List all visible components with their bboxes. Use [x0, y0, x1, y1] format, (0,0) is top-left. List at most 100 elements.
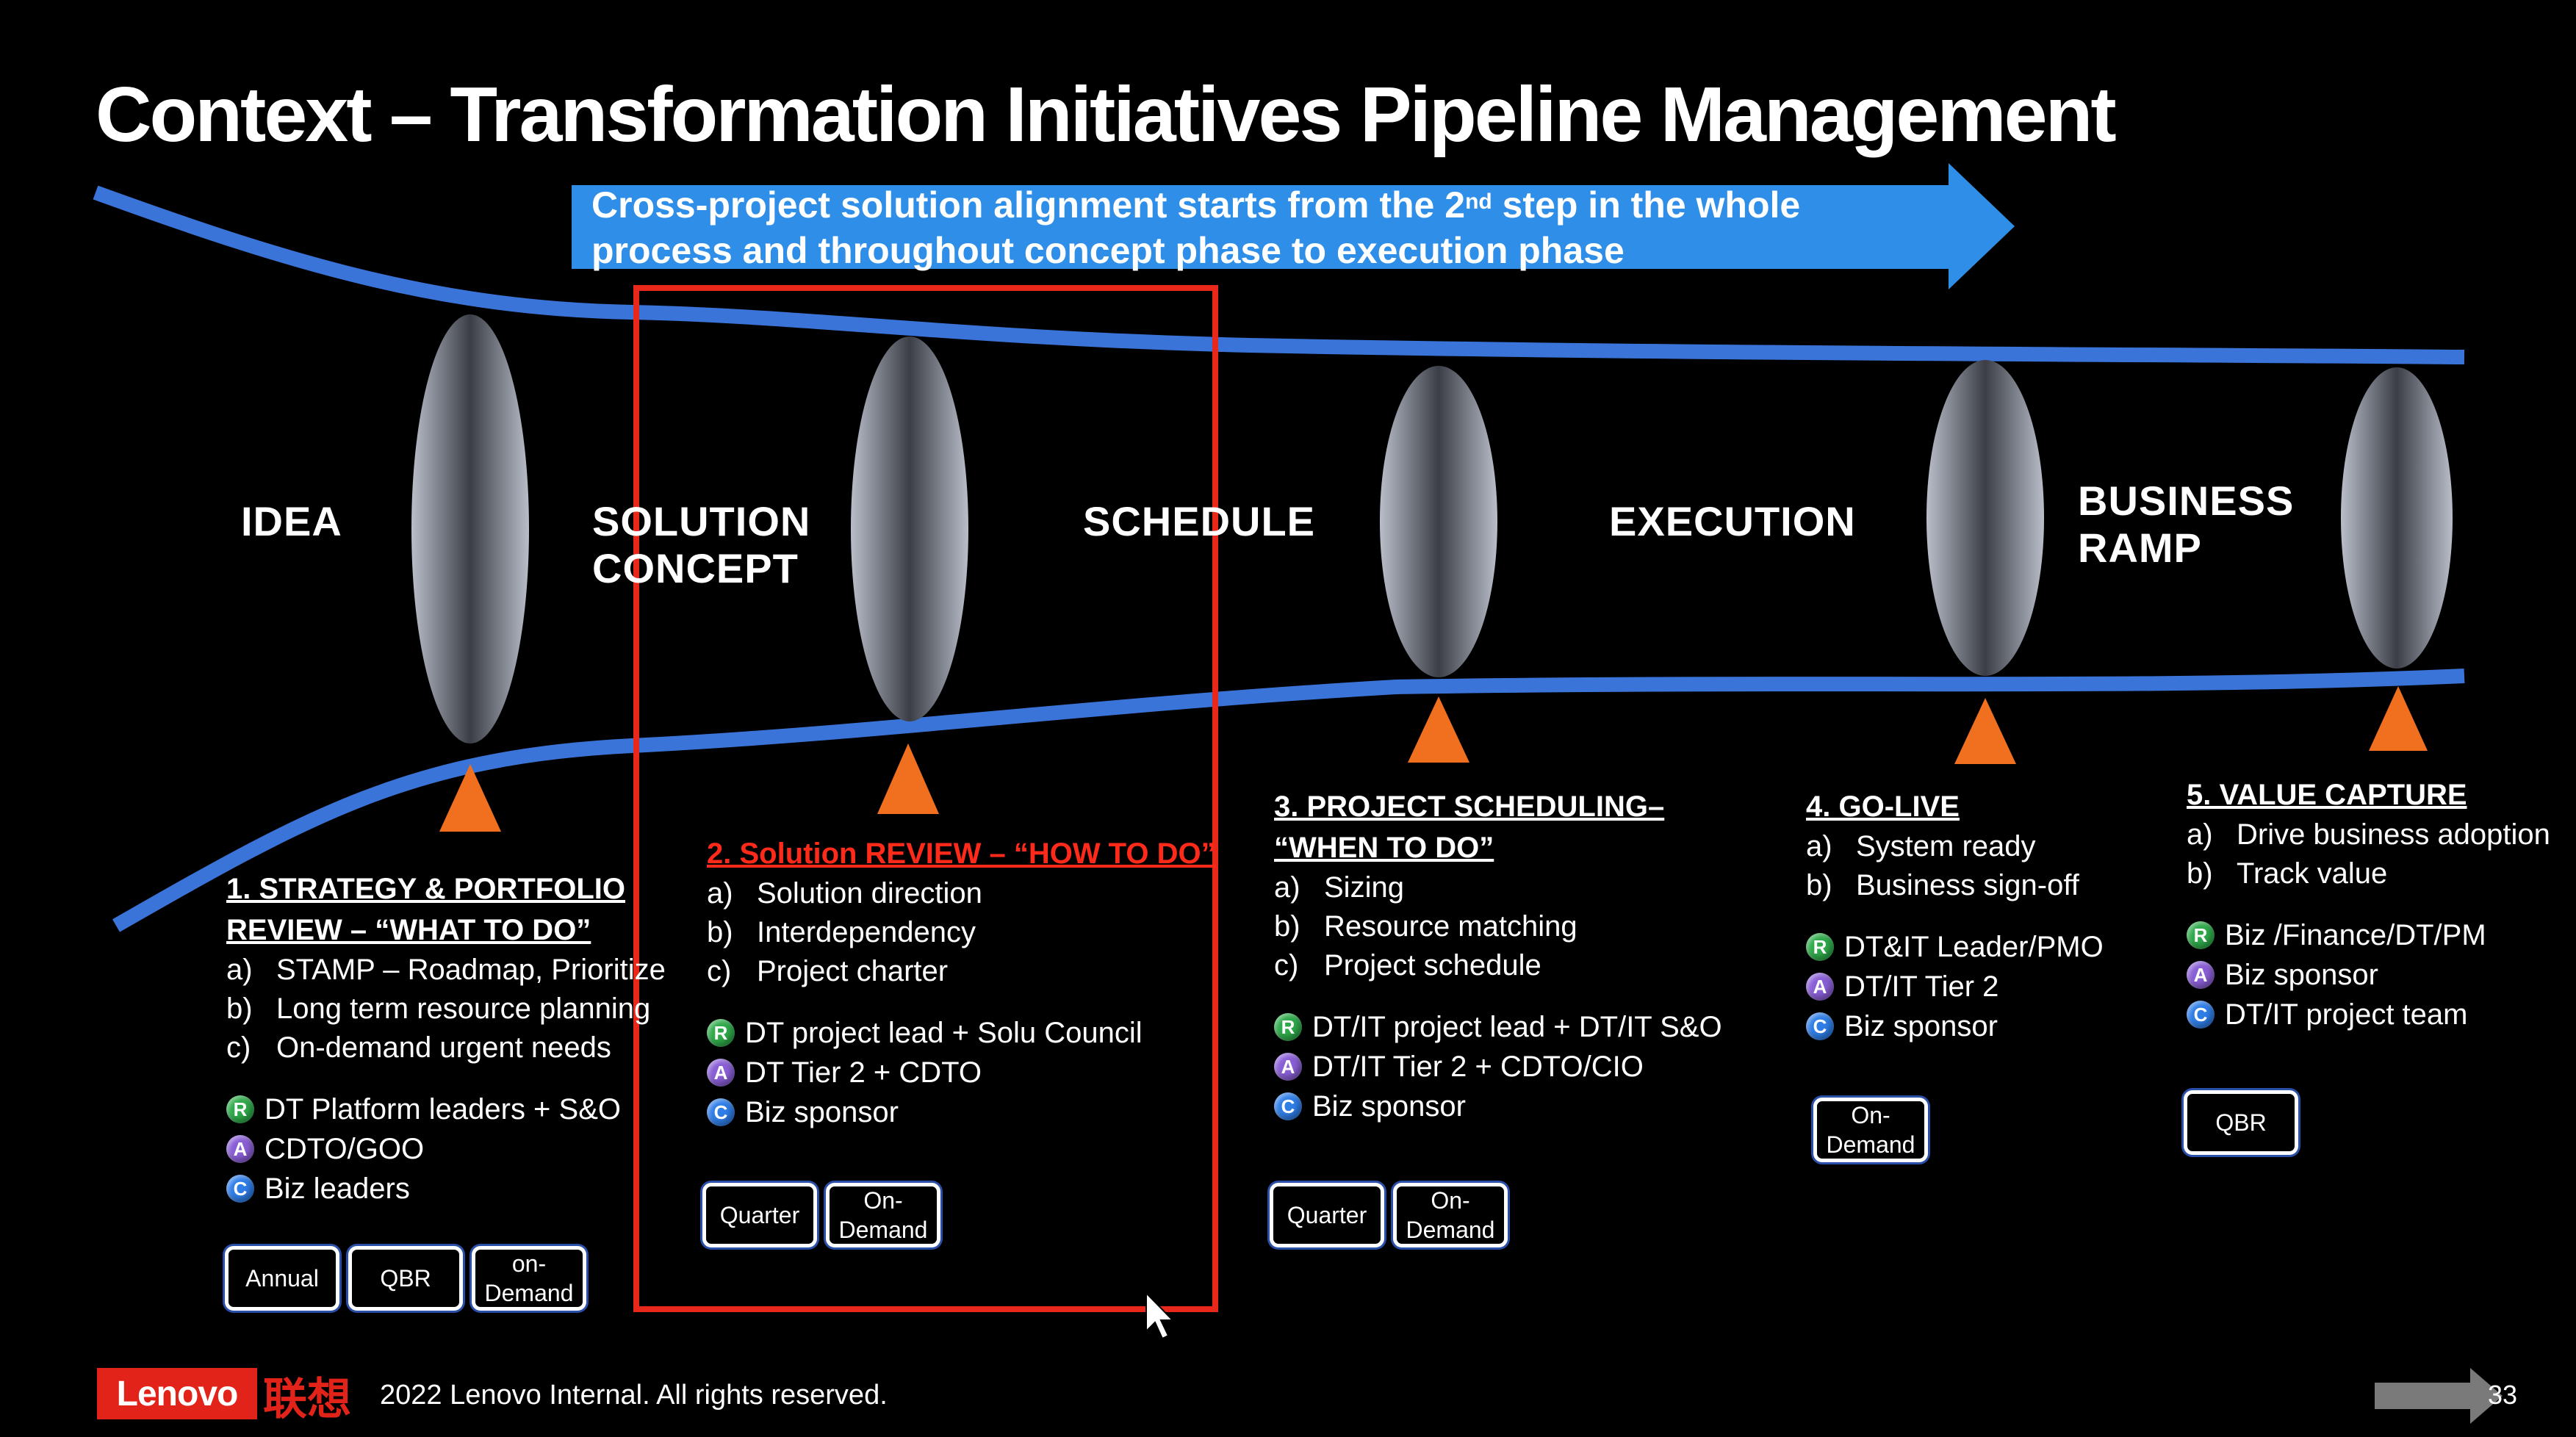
- gate-triangle-3: [1408, 696, 1469, 763]
- stage-4-item-b: b) Business sign-off: [1806, 869, 2079, 901]
- stage-3-on-demand-button[interactable]: On- Demand: [1393, 1183, 1508, 1247]
- pipeline-upper-line: [93, 185, 2465, 364]
- gate-lens-1: [411, 314, 529, 743]
- accountable-badge-icon: A: [226, 1135, 254, 1163]
- phase-business-ramp: BUSINESS RAMP: [2078, 478, 2294, 572]
- stage-1-on-demand-button[interactable]: on- Demand: [472, 1246, 586, 1311]
- stage-2-accountable: A DT Tier 2 + CDTO: [707, 1053, 1216, 1092]
- page-number: 33: [2488, 1380, 2518, 1410]
- phase-business-line1: BUSINESS: [2078, 478, 2295, 524]
- stage-5-responsible: R Biz /Finance/DT/PM: [2187, 915, 2550, 955]
- stage-5-accountable: A Biz sponsor: [2187, 955, 2550, 995]
- gate-lens-5: [2341, 367, 2453, 669]
- stage-1-accountable: A CDTO/GOO: [226, 1129, 666, 1169]
- gate-triangle-4: [1954, 698, 2016, 764]
- banner-line1-after: step in the whole: [1492, 184, 1801, 226]
- consulted-badge-icon: C: [707, 1098, 735, 1126]
- stage-1-item-c: c) On-demand urgent needs: [226, 1031, 611, 1064]
- stage-2-consulted: C Biz sponsor: [707, 1092, 1216, 1132]
- stage-1-item-b: b) Long term resource planning: [226, 993, 651, 1025]
- stage-3-block: 3. PROJECT SCHEDULING– “WHEN TO DO” a) Si…: [1274, 786, 1722, 1126]
- stage-4-consulted: C Biz sponsor: [1806, 1006, 2104, 1046]
- stage-2-item-a: a) Solution direction: [707, 877, 982, 910]
- phase-schedule: SCHEDULE: [1083, 498, 1316, 544]
- highlight-box: [633, 285, 1218, 1312]
- stage-3-title-line2: “WHEN TO DO”: [1274, 832, 1494, 864]
- phase-solution-line2: CONCEPT: [592, 545, 799, 591]
- stage-4-responsible: R DT&IT Leader/PMO: [1806, 927, 2104, 967]
- stage-3-item-b: b) Resource matching: [1274, 910, 1577, 943]
- stage-1-title-line2: REVIEW – “WHAT TO DO”: [226, 914, 591, 946]
- lenovo-logo-chinese: 联想: [263, 1374, 351, 1425]
- accountable-badge-icon: A: [707, 1059, 735, 1087]
- next-arrow-icon: [2375, 1368, 2503, 1424]
- stage-3-consulted: C Biz sponsor: [1274, 1087, 1722, 1126]
- gate-triangle-5: [2369, 686, 2428, 751]
- stage-5-item-b: b) Track value: [2187, 857, 2388, 890]
- stage-1-consulted: C Biz leaders: [226, 1169, 666, 1209]
- stage-4-block: 4. GO-LIVE a) System ready b) Business sig…: [1806, 786, 2104, 1046]
- stage-5-block: 5. VALUE CAPTURE a) Drive business adopti…: [2187, 774, 2550, 1034]
- gate-lens-2: [851, 336, 968, 721]
- banner-text: Cross-project solution alignment starts …: [591, 182, 1987, 273]
- banner-arrow: [572, 163, 2015, 289]
- page-title: Context – Transformation Initiatives Pip…: [96, 71, 2117, 158]
- phase-solution-concept: SOLUTION CONCEPT: [592, 498, 810, 592]
- consulted-badge-icon: C: [2187, 1001, 2215, 1029]
- responsible-badge-icon: R: [1274, 1013, 1302, 1041]
- pipeline-lower-line: [112, 669, 2465, 932]
- stage-3-title-line1: 3. PROJECT SCHEDULING–: [1274, 790, 1665, 823]
- stage-2-responsible: R DT project lead + Solu Council: [707, 1013, 1216, 1053]
- gate-triangle-2: [877, 743, 939, 814]
- phase-execution: EXECUTION: [1609, 498, 1856, 544]
- phase-business-line2: RAMP: [2078, 525, 2202, 571]
- stage-1-annual-button[interactable]: Annual: [225, 1246, 339, 1311]
- accountable-badge-icon: A: [1274, 1053, 1302, 1081]
- responsible-badge-icon: R: [226, 1095, 254, 1123]
- accountable-badge-icon: A: [1806, 973, 1834, 1001]
- stage-3-accountable: A DT/IT Tier 2 + CDTO/CIO: [1274, 1047, 1722, 1087]
- stage-4-accountable: A DT/IT Tier 2: [1806, 967, 2104, 1006]
- stage-5-consulted: C DT/IT project team: [2187, 995, 2550, 1034]
- stage-2-quarter-button[interactable]: Quarter: [702, 1183, 817, 1247]
- consulted-badge-icon: C: [226, 1175, 254, 1203]
- stage-2-on-demand-button[interactable]: On- Demand: [826, 1183, 940, 1247]
- stage-5-qbr-button[interactable]: QBR: [2184, 1090, 2298, 1155]
- banner-line1-before: Cross-project solution alignment starts …: [591, 184, 1466, 226]
- banner-line1-superscript: nd: [1465, 190, 1492, 214]
- stage-2-title: 2. Solution REVIEW – “HOW TO DO”: [707, 838, 1216, 870]
- stage-4-on-demand-button[interactable]: On- Demand: [1813, 1098, 1928, 1162]
- phase-solution-line1: SOLUTION: [592, 498, 811, 544]
- phase-idea: IDEA: [241, 498, 342, 544]
- copyright-text: 2022 Lenovo Internal. All rights reserve…: [380, 1380, 888, 1411]
- consulted-badge-icon: C: [1274, 1092, 1302, 1120]
- mouse-cursor-icon: [1145, 1291, 1175, 1340]
- stage-3-responsible: R DT/IT project lead + DT/IT S&O: [1274, 1007, 1722, 1047]
- stage-1-responsible: R DT Platform leaders + S&O: [226, 1090, 666, 1129]
- stage-1-title-line1: 1. STRATEGY & PORTFOLIO: [226, 873, 626, 905]
- banner-line2: process and throughout concept phase to …: [591, 230, 1625, 271]
- stage-1-block: 1. STRATEGY & PORTFOLIO REVIEW – “WHAT T…: [226, 868, 666, 1209]
- stage-1-qbr-button[interactable]: QBR: [348, 1246, 463, 1311]
- gate-lens-3: [1380, 366, 1497, 677]
- responsible-badge-icon: R: [707, 1019, 735, 1047]
- stage-2-item-c: c) Project charter: [707, 955, 949, 987]
- responsible-badge-icon: R: [2187, 921, 2215, 949]
- stage-3-quarter-button[interactable]: Quarter: [1270, 1183, 1384, 1247]
- stage-5-item-a: a) Drive business adoption: [2187, 818, 2550, 851]
- stage-5-title: 5. VALUE CAPTURE: [2187, 779, 2467, 811]
- lenovo-logo: Lenovo: [97, 1368, 257, 1419]
- stage-4-item-a: a) System ready: [1806, 830, 2036, 862]
- stage-1-item-a: a) STAMP – Roadmap, Prioritize: [226, 954, 666, 986]
- stage-2-item-b: b) Interdependency: [707, 916, 976, 948]
- accountable-badge-icon: A: [2187, 961, 2215, 989]
- responsible-badge-icon: R: [1806, 933, 1834, 961]
- stage-3-item-a: a) Sizing: [1274, 871, 1404, 904]
- stage-2-block: 2. Solution REVIEW – “HOW TO DO” a) Solut…: [707, 833, 1216, 1132]
- stage-4-title: 4. GO-LIVE: [1806, 790, 1960, 823]
- gate-triangle-1: [439, 764, 501, 832]
- stage-3-item-c: c) Project schedule: [1274, 949, 1541, 982]
- gate-lens-4: [1926, 360, 2044, 676]
- consulted-badge-icon: C: [1806, 1012, 1834, 1040]
